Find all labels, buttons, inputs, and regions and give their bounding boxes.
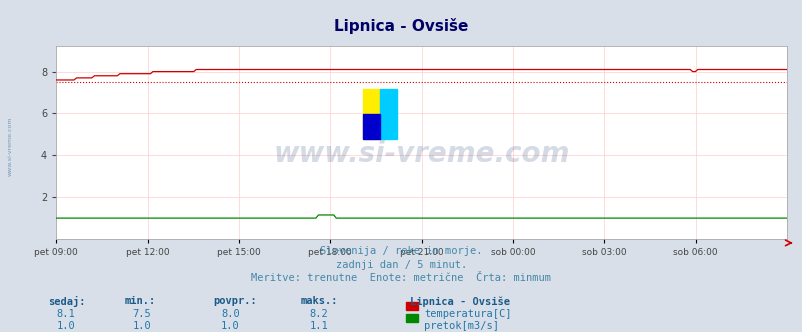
Text: 8.2: 8.2 — [309, 309, 328, 319]
Text: temperatura[C]: temperatura[C] — [423, 309, 511, 319]
Text: sedaj:: sedaj: — [48, 296, 86, 307]
Text: Meritve: trenutne  Enote: metrične  Črta: minmum: Meritve: trenutne Enote: metrične Črta: … — [251, 273, 551, 283]
Bar — [405, 302, 417, 310]
Bar — [405, 314, 417, 322]
Bar — [363, 114, 379, 139]
Text: www.si-vreme.com: www.si-vreme.com — [8, 116, 13, 176]
Text: min.:: min.: — [124, 296, 156, 306]
Text: Lipnica - Ovsiše: Lipnica - Ovsiše — [334, 18, 468, 34]
Text: pretok[m3/s]: pretok[m3/s] — [423, 321, 498, 331]
Text: 7.5: 7.5 — [132, 309, 152, 319]
Bar — [379, 89, 396, 139]
Text: 8.0: 8.0 — [221, 309, 240, 319]
Text: 1.0: 1.0 — [132, 321, 152, 331]
Text: povpr.:: povpr.: — [213, 296, 256, 306]
Text: Lipnica - Ovsiše: Lipnica - Ovsiše — [409, 296, 509, 307]
Bar — [363, 89, 379, 139]
Text: 1.0: 1.0 — [56, 321, 75, 331]
Text: 1.1: 1.1 — [309, 321, 328, 331]
Text: 1.0: 1.0 — [221, 321, 240, 331]
Text: Slovenija / reke in morje.: Slovenija / reke in morje. — [320, 246, 482, 256]
Text: www.si-vreme.com: www.si-vreme.com — [273, 140, 569, 168]
Text: zadnji dan / 5 minut.: zadnji dan / 5 minut. — [335, 260, 467, 270]
Text: maks.:: maks.: — [301, 296, 338, 306]
Text: 8.1: 8.1 — [56, 309, 75, 319]
